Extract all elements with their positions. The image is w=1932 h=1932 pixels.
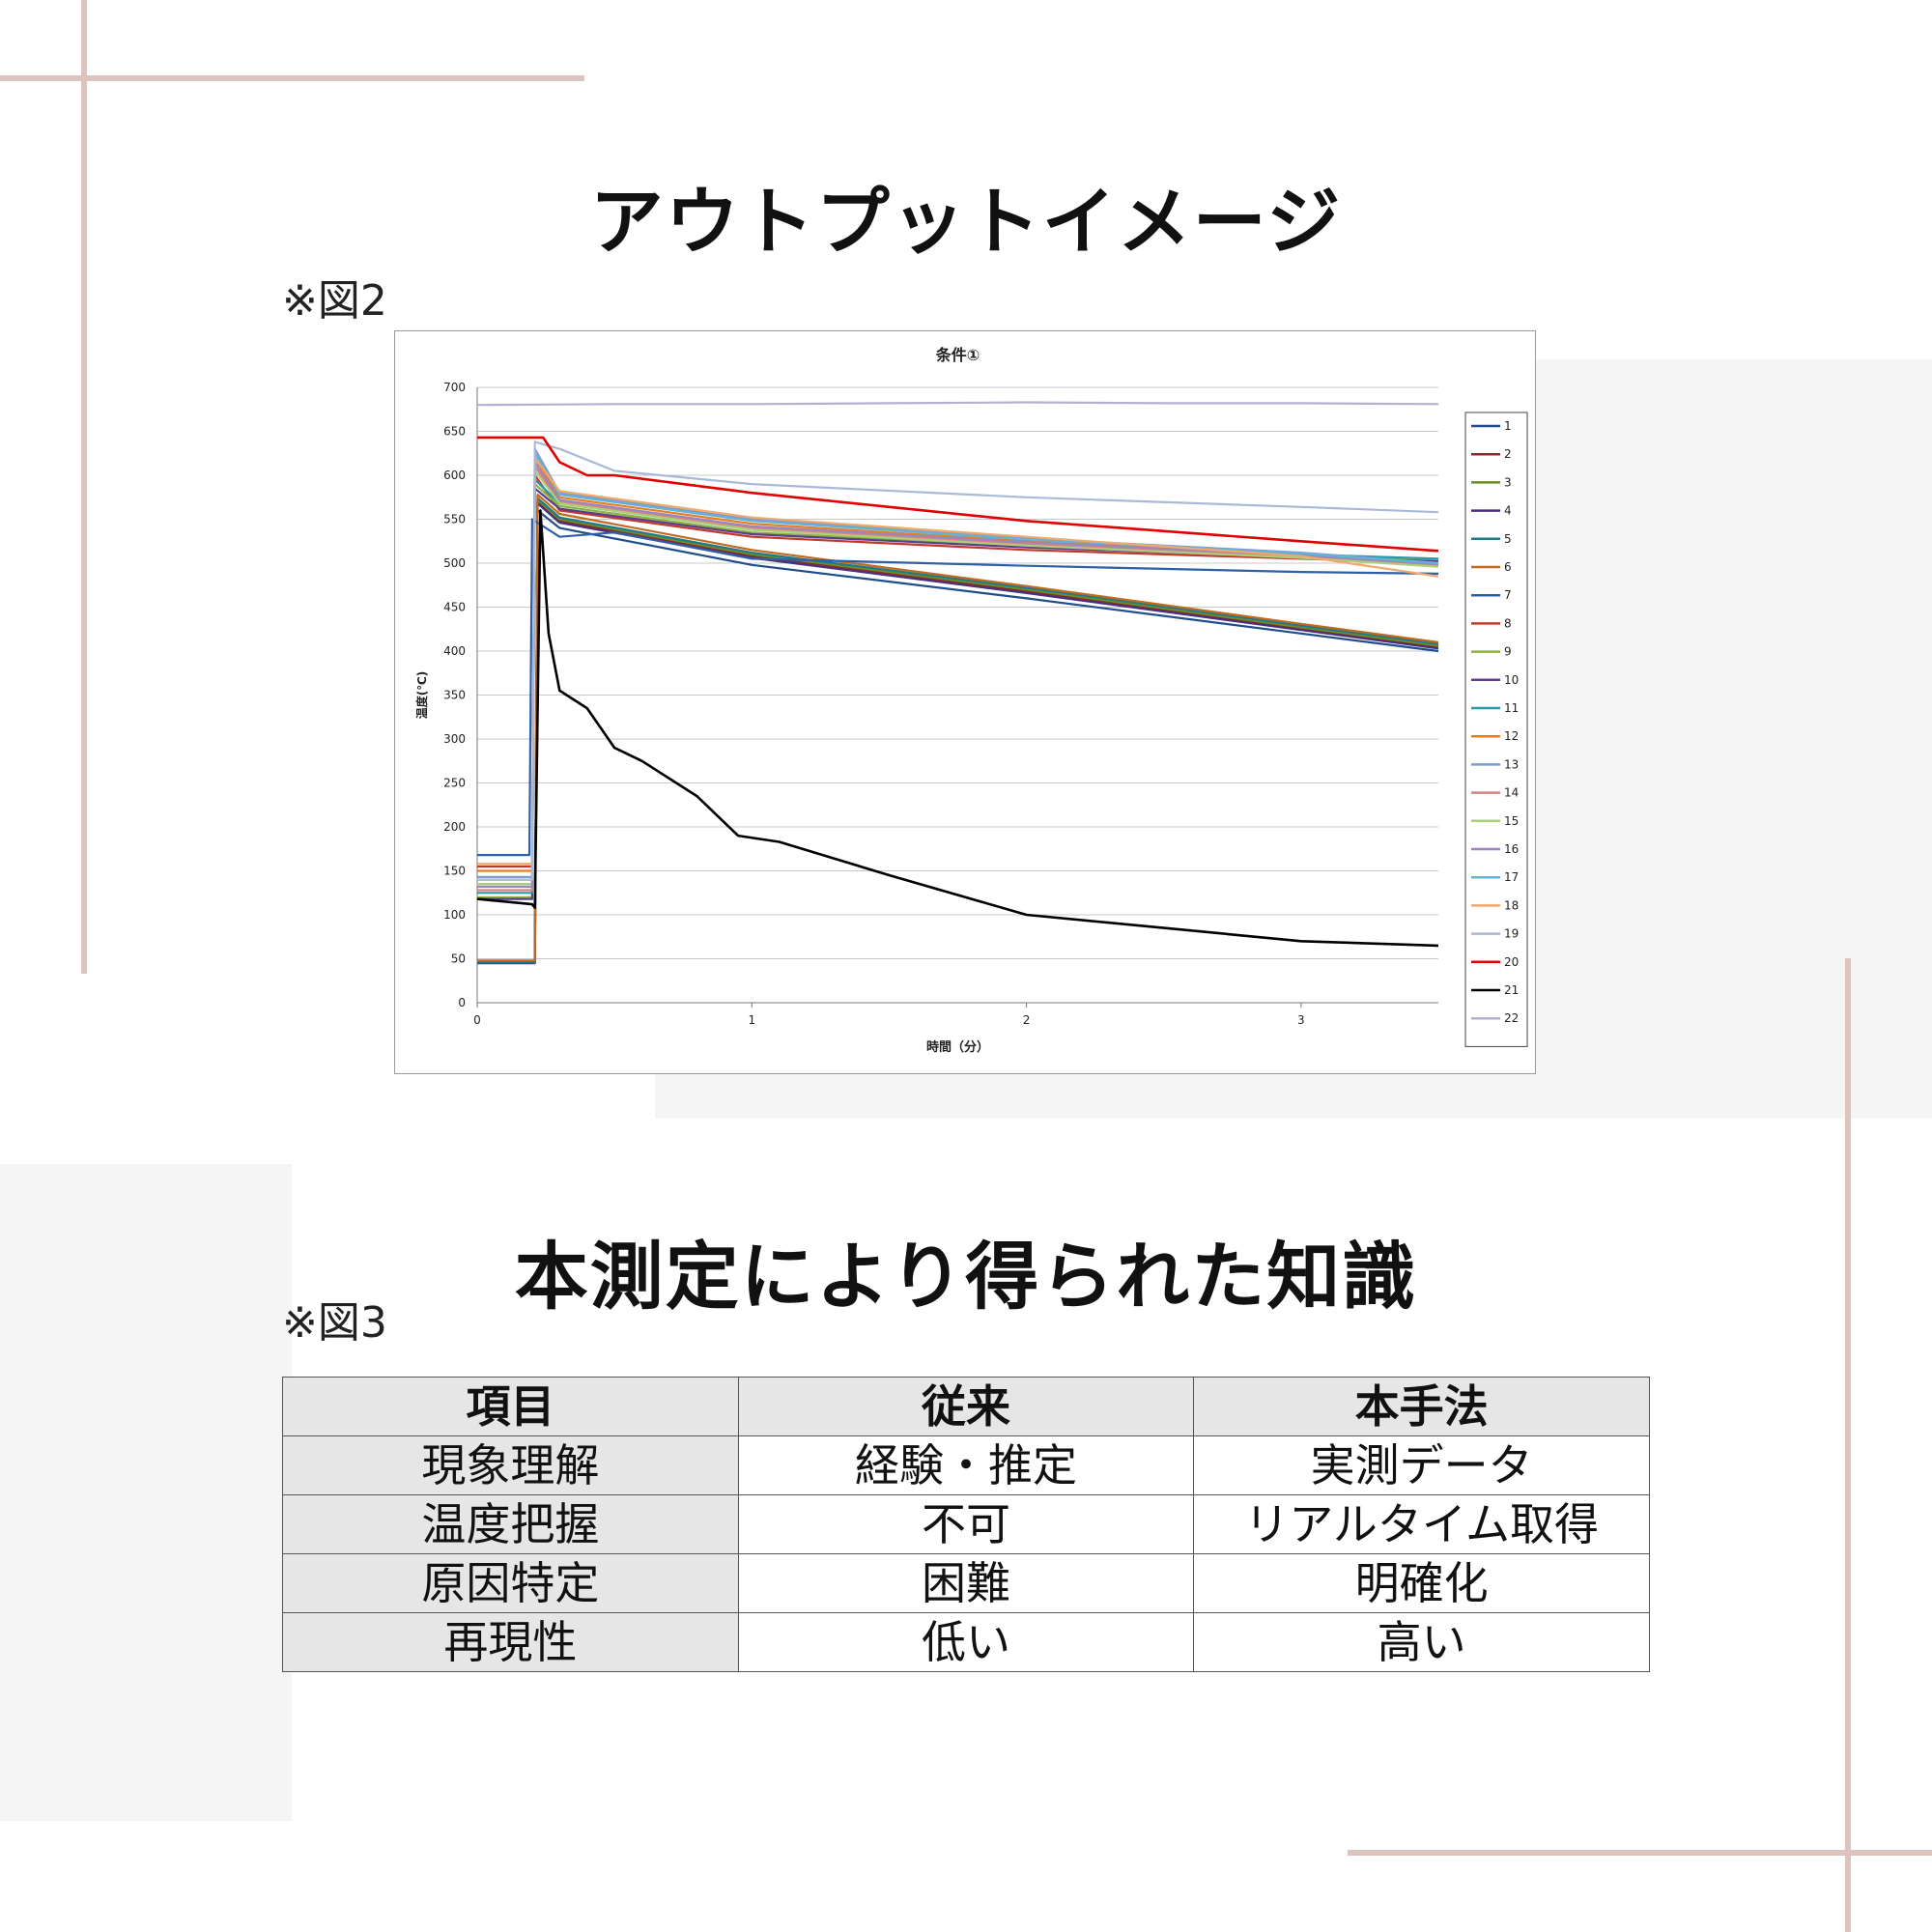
row-item-cell: 温度把握 [282,1494,739,1554]
y-tick-label: 550 [443,513,466,526]
decorative-line-bottom-horizontal [1348,1850,1932,1856]
temperature-chart: 条件① 0 50 100 150 200 250 300 350 400 450 500 550 600 6… [394,330,1536,1074]
series-line-22 [476,401,1439,407]
table-header-row: 項目 従来 本手法 [282,1377,1650,1436]
chart-svg: 条件①0501001502002503003504004505005506006… [414,346,1528,1055]
y-tick-label: 350 [443,689,466,702]
table-row: 原因特定 困難 明確化 [282,1553,1650,1613]
series-line-20 [477,436,1439,553]
legend-label-7: 7 [1504,588,1512,602]
y-tick-label: 250 [443,777,466,790]
background-block-left [0,1164,292,1821]
row-item-cell: 原因特定 [282,1553,739,1613]
row-item-cell: 再現性 [282,1612,739,1672]
y-tick-label: 650 [443,425,466,439]
table-row: 再現性 低い 高い [282,1612,1650,1672]
series-line-5 [477,497,1439,964]
decorative-line-top-vertical [81,0,87,974]
legend-label-10: 10 [1504,673,1519,687]
decorative-line-bottom-vertical [1845,958,1851,1932]
legend-box [1464,412,1528,1047]
legend-label-4: 4 [1504,504,1512,518]
knowledge-comparison-table: 項目 従来 本手法 現象理解 経験・推定 実測データ 温度把握 不可 リアルタイ… [282,1377,1650,1672]
row-this-method-cell: 実測データ [1193,1435,1650,1495]
y-tick-label: 600 [443,469,466,482]
figure-2-label: ※図2 [282,276,387,326]
series-line-3 [477,498,1439,963]
x-axis-label: 時間（分） [926,1039,989,1055]
legend-label-6: 6 [1504,560,1512,574]
row-this-method-cell: 明確化 [1193,1553,1650,1613]
row-this-method-cell: リアルタイム取得 [1193,1494,1650,1554]
x-tick-label: 1 [748,1013,755,1027]
y-tick-label: 0 [458,996,466,1009]
legend-label-11: 11 [1504,701,1519,715]
legend-label-19: 19 [1504,927,1519,941]
series-line-7 [477,518,1439,857]
x-tick-label: 2 [1023,1013,1031,1027]
legend-label-1: 1 [1504,419,1512,433]
legend-label-2: 2 [1504,447,1512,461]
y-axis-label: 温度(℃) [414,671,429,720]
chart-title: 条件① [935,346,980,364]
y-tick-label: 100 [443,908,466,922]
header-this-method: 本手法 [1193,1377,1650,1436]
legend-label-9: 9 [1504,645,1512,659]
y-tick-label: 700 [443,381,466,394]
series-line-10 [477,487,1439,900]
legend-label-14: 14 [1504,786,1519,800]
y-tick-label: 400 [443,644,466,658]
row-conventional-cell: 低い [737,1612,1195,1672]
row-this-method-cell: 高い [1193,1612,1650,1672]
table-row: 現象理解 経験・推定 実測データ [282,1435,1650,1495]
series-line-2 [477,500,1439,964]
y-tick-label: 300 [443,732,466,746]
x-tick-label: 0 [473,1013,481,1027]
row-conventional-cell: 経験・推定 [737,1435,1195,1495]
x-tick-label: 3 [1297,1013,1305,1027]
y-tick-label: 500 [443,556,466,570]
figure-3-label: ※図3 [282,1298,387,1348]
legend-label-22: 22 [1504,1011,1519,1025]
decorative-line-top-horizontal [0,75,584,81]
row-conventional-cell: 困難 [737,1553,1195,1613]
y-tick-label: 50 [451,952,466,966]
legend-label-8: 8 [1504,616,1512,630]
legend-label-21: 21 [1504,983,1519,997]
knowledge-section-heading: 本測定により得られた知識 [514,1234,1418,1320]
y-tick-label: 200 [443,820,466,834]
header-conventional: 従来 [737,1377,1195,1436]
series-line-21 [476,509,1439,948]
header-item: 項目 [282,1377,739,1436]
legend-label-12: 12 [1504,729,1519,743]
y-tick-label: 150 [443,865,466,878]
table-row: 温度把握 不可 リアルタイム取得 [282,1494,1650,1554]
legend-label-16: 16 [1504,842,1519,856]
row-conventional-cell: 不可 [737,1494,1195,1554]
series-line-19 [477,440,1439,881]
y-tick-label: 450 [443,601,466,614]
legend-label-3: 3 [1504,475,1512,489]
legend-label-15: 15 [1504,814,1519,828]
legend-label-20: 20 [1504,955,1519,969]
output-section-heading: アウトプットイメージ [589,179,1343,265]
legend-label-18: 18 [1504,898,1519,912]
legend-label-13: 13 [1504,757,1519,771]
legend-label-5: 5 [1504,532,1512,546]
legend-label-17: 17 [1504,870,1519,884]
row-item-cell: 現象理解 [282,1435,739,1495]
